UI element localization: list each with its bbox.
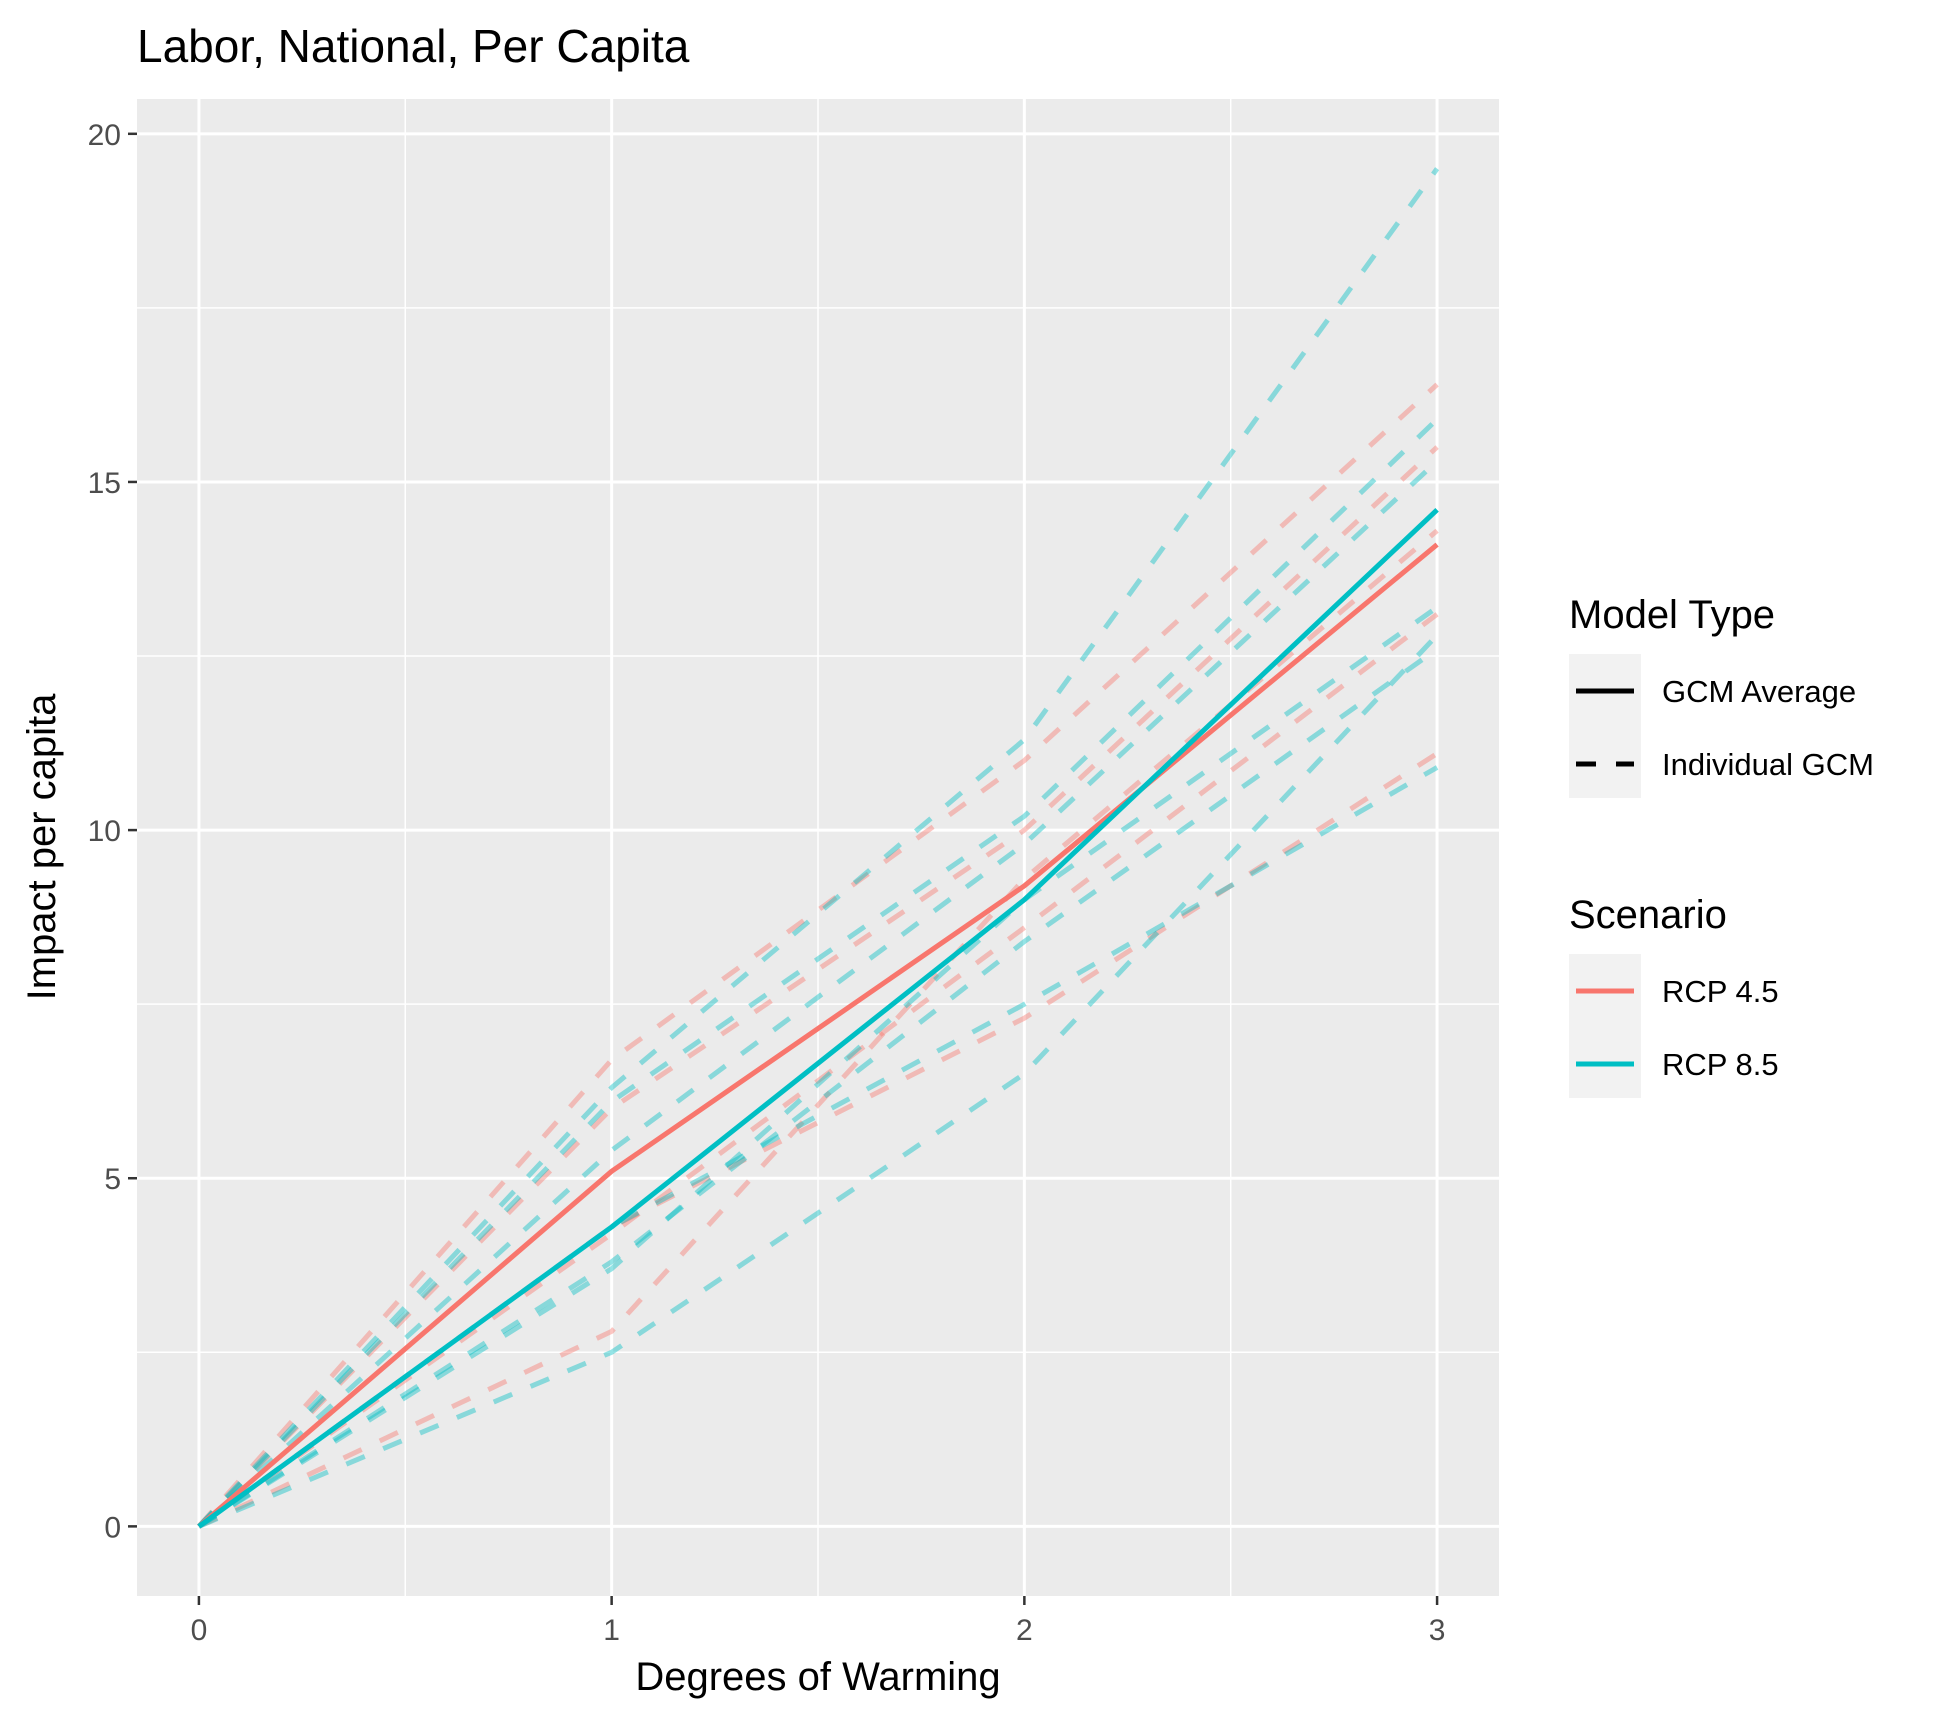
series-line-individual-rcp-8-5 — [197, 647, 1439, 1529]
grid-minor — [137, 99, 1499, 1596]
legend-model-type-title: Model Type — [1569, 593, 1775, 637]
legend-model-type: Model Type GCM Average Individual GCM — [1569, 593, 1874, 798]
legend-label-rcp-4-5: RCP 4.5 — [1662, 974, 1779, 1009]
y-axis: 0 5 10 15 20 — [88, 119, 137, 1544]
series-line-individual-rcp-8-5 — [197, 605, 1439, 1529]
series-line-individual-rcp-8-5 — [197, 459, 1439, 1529]
y-axis-title: Impact per capita — [20, 693, 64, 1001]
legend-label-rcp-8-5: RCP 8.5 — [1662, 1047, 1779, 1082]
x-tick-label: 1 — [603, 1614, 620, 1647]
series-line-individual-rcp-4-5 — [197, 612, 1439, 1529]
legend-key-background — [1569, 654, 1641, 798]
series-line-individual-rcp-8-5 — [197, 633, 1439, 1529]
series-line-individual-rcp-4-5 — [197, 382, 1439, 1529]
y-tick-label: 5 — [104, 1163, 121, 1196]
y-tick-label: 0 — [104, 1511, 121, 1544]
legend-key-background — [1569, 954, 1641, 1098]
series-line-individual-rcp-8-5 — [197, 417, 1439, 1529]
x-tick-label: 2 — [1016, 1614, 1033, 1647]
series-line-average-rcp-4-5 — [197, 542, 1439, 1529]
series-line-individual-rcp-4-5 — [197, 445, 1439, 1529]
chart-title: Labor, National, Per Capita — [137, 20, 690, 72]
y-tick-label: 15 — [88, 467, 121, 500]
x-tick-label: 0 — [191, 1614, 208, 1647]
legend-label-individual-gcm: Individual GCM — [1662, 747, 1874, 782]
y-tick-label: 20 — [88, 119, 121, 152]
grid-major — [137, 99, 1499, 1596]
legend-scenario-title: Scenario — [1569, 893, 1727, 937]
x-tick-label: 3 — [1429, 1614, 1446, 1647]
legend-scenario: Scenario RCP 4.5 RCP 8.5 — [1569, 893, 1779, 1098]
x-axis-title: Degrees of Warming — [635, 1655, 1000, 1699]
series-layer — [197, 167, 1440, 1529]
series-line-individual-rcp-8-5 — [197, 167, 1440, 1529]
y-tick-label: 10 — [88, 815, 121, 848]
legend-label-gcm-average: GCM Average — [1662, 674, 1856, 709]
series-line-average-rcp-8-5 — [197, 507, 1439, 1529]
x-axis: 0 1 2 3 — [191, 1596, 1446, 1647]
